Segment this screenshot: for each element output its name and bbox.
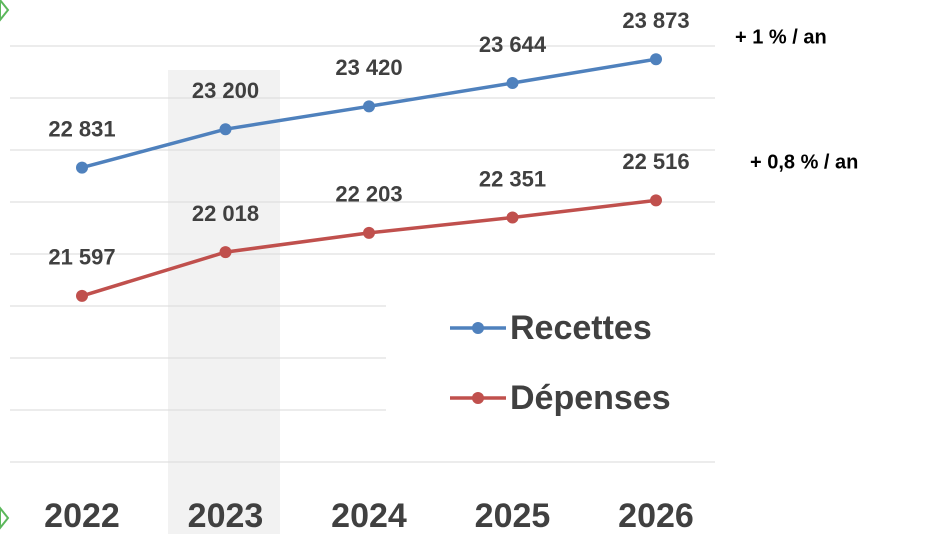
chevron xyxy=(0,506,10,530)
legend-label: Recettes xyxy=(510,309,652,347)
value-label: 22 831 xyxy=(48,116,115,141)
x-tick-label: 2022 xyxy=(44,497,120,534)
legend-marker xyxy=(472,322,484,334)
point xyxy=(76,161,88,174)
legend-label: Dépenses xyxy=(510,379,671,417)
x-tick-label: 2025 xyxy=(475,497,551,534)
value-label: 22 203 xyxy=(335,182,402,207)
value-label: 22 018 xyxy=(192,201,259,226)
annotation: + 1 % / an xyxy=(735,26,827,48)
point xyxy=(506,77,519,90)
point xyxy=(650,53,662,66)
point xyxy=(650,194,662,207)
x-tick-label: 2023 xyxy=(188,497,264,534)
annotation: + 0,8 % / an xyxy=(750,151,858,173)
chevron xyxy=(0,0,10,22)
point xyxy=(506,211,519,224)
x-tick-label: 2024 xyxy=(331,497,407,534)
legend-bg xyxy=(386,290,726,440)
value-label: 23 200 xyxy=(192,78,259,103)
value-label: 22 351 xyxy=(479,166,546,191)
x-tick-label: 2026 xyxy=(618,497,694,534)
value-label: 23 420 xyxy=(335,55,402,80)
value-label: 22 516 xyxy=(622,149,689,174)
point xyxy=(76,289,88,302)
point xyxy=(219,246,232,259)
highlight-band xyxy=(168,70,280,534)
value-label: 21 597 xyxy=(48,245,115,270)
value-label: 23 873 xyxy=(622,8,689,33)
point xyxy=(219,123,232,136)
value-label: 23 644 xyxy=(479,32,547,57)
point xyxy=(363,226,375,239)
point xyxy=(363,100,375,113)
legend-marker xyxy=(472,392,484,404)
